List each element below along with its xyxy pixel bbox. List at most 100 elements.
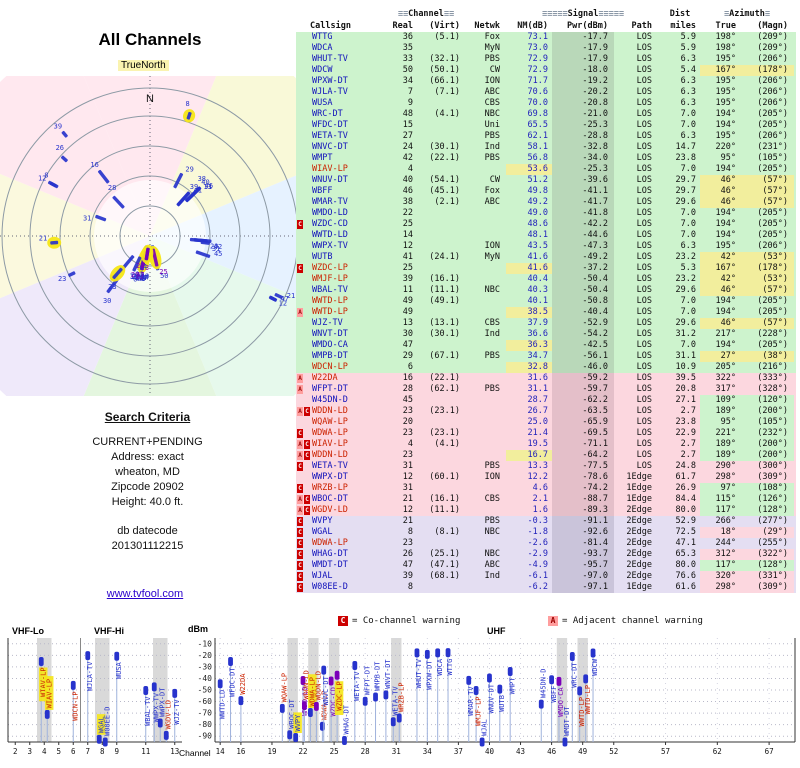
power-cell: -97.0 [552, 571, 614, 582]
azimuth-true-cell: 194° [700, 296, 740, 307]
table-row: C WMDT-DT 47 (47.1) ABC -4.9 -95.7 2Edge… [296, 560, 796, 571]
azimuth-magnetic-cell: (216°) [740, 362, 794, 373]
azimuth-true-cell: 194° [700, 109, 740, 120]
noise-margin-cell: 72.9 [527, 54, 548, 64]
svg-text:WWPX-DT: WWPX-DT [158, 687, 166, 717]
co-channel-warning-badge: C [297, 561, 303, 570]
table-row: WUSA 9 CBS 70.0 -20.8 LOS 6.3 195° (206°… [296, 98, 796, 109]
station-label: WWPX-DT [158, 687, 166, 717]
svg-text:WMPB-DT: WMPB-DT [374, 661, 382, 691]
distance-cell: 61.6 [675, 582, 696, 592]
table-column-header-row: Callsign Real (Virt) Netwk NM(dB) Pwr(dB… [296, 20, 796, 32]
azimuth-true-cell: 189° [700, 406, 740, 417]
azimuth-true-cell: 194° [700, 307, 740, 318]
distance-cell: 27.1 [675, 395, 696, 405]
svg-text:WGDV-LD: WGDV-LD [164, 700, 172, 730]
station-label: WNVC-DT [322, 675, 330, 705]
azimuth-magnetic-cell: (205°) [740, 164, 794, 175]
network-cell [464, 505, 506, 516]
svg-text:W45DN-D: W45DN-D [539, 669, 547, 699]
distance-cell: 5.4 [680, 65, 696, 75]
distance-cell: 72.5 [675, 527, 696, 537]
warning-badges-cell: A [296, 307, 310, 318]
noise-margin-cell: 71.7 [527, 76, 548, 86]
distance-cell: 6.3 [680, 76, 696, 86]
distance-cell: 31.1 [675, 351, 696, 361]
warn-col-header [296, 20, 310, 32]
radar-mark-label: 40 [201, 178, 209, 186]
table-row: A WWTD-LP 49 38.5 -40.4 LOS 7.0 194° (20… [296, 307, 796, 318]
radar-mark-label: 23 [141, 264, 149, 272]
virtual-channel-cell: (30.1) [429, 142, 460, 152]
channel-tick-label: 14 [216, 747, 226, 756]
azimuth-true-cell: 194° [700, 120, 740, 131]
path-cell: 2Edge [626, 527, 652, 537]
azimuth-magnetic-cell: (53°) [740, 252, 794, 263]
station-label: WETA-TV [353, 671, 361, 701]
warning-band [577, 638, 588, 742]
station-signal-marker [352, 661, 358, 671]
station-label: WMJF-LP [474, 696, 482, 726]
network-cell: NBC [484, 549, 500, 559]
noise-margin-cell: 72.9 [527, 65, 548, 75]
real-channel-cell: 23 [402, 450, 413, 460]
power-cell: -20.8 [552, 98, 614, 109]
table-row: WMPB-DT 29 (67.1) PBS 34.7 -56.1 LOS 31.… [296, 351, 796, 362]
distance-cell: 65.3 [675, 549, 696, 559]
callsign-cell: WHUT-TV [312, 54, 348, 64]
noise-margin-cell: 58.1 [527, 142, 548, 152]
radar-mark [269, 295, 277, 302]
azimuth-magnetic-cell: (232°) [740, 428, 794, 439]
distance-cell: 29.6 [675, 197, 696, 207]
path-cell: LOS [636, 54, 652, 64]
virtual-channel-cell: (67.1) [429, 351, 460, 361]
radar-mark-label: 12 [38, 175, 46, 183]
virtual-channel-cell: (11.1) [429, 505, 460, 515]
real-channel-cell: 42 [402, 153, 413, 163]
path-cell: LOS [636, 76, 652, 86]
station-signal-marker [228, 656, 233, 666]
table-row: C WDWA-LP 23 -2.6 -81.4 2Edge 47.1 244° … [296, 538, 796, 549]
station-label: WGAL [96, 714, 106, 735]
real-channel-cell: 49 [402, 307, 413, 317]
path-cell: LOS [636, 153, 652, 163]
channel-tick-label: 52 [609, 747, 618, 756]
azimuth-true-cell: 195° [700, 87, 740, 98]
power-cell: -47.3 [552, 241, 614, 252]
station-label: WDWA-LP [308, 674, 317, 709]
dist-group-header: Dist [669, 9, 691, 19]
nm-col-header: NM(dB) [517, 21, 548, 31]
noise-margin-cell: 65.5 [527, 120, 548, 130]
radar-mark [60, 155, 68, 163]
distance-cell: 7.0 [680, 296, 696, 306]
station-label: WPXW-DT [426, 660, 434, 690]
station-signal-marker [44, 709, 50, 719]
table-row: WBFF 46 (45.1) Fox 49.8 -41.1 LOS 29.7 4… [296, 186, 796, 197]
station-signal-marker [279, 703, 285, 713]
virtual-channel-cell [416, 230, 464, 241]
table-row: WJLA-TV 7 (7.1) ABC 70.6 -20.2 LOS 6.3 1… [296, 87, 796, 98]
distance-cell: 23.8 [675, 417, 696, 427]
radar-mark [61, 130, 68, 138]
station-label: WBFF [550, 686, 558, 703]
callsign-cell: WBOC-DT [312, 494, 348, 504]
virtual-channel-cell [416, 241, 464, 252]
warning-badges-cell [296, 340, 310, 351]
distance-cell: 6.3 [680, 54, 696, 64]
azimuth-true-cell: 46° [700, 186, 740, 197]
virtual-channel-cell: (23.1) [429, 428, 460, 438]
tvfool-link[interactable]: www.tvfool.com [106, 588, 184, 600]
station-signal-marker [96, 734, 102, 744]
callsign-cell: WNVC-DT [312, 142, 348, 152]
power-cell: -50.4 [552, 285, 614, 296]
callsign-cell: WMDO-CA [312, 340, 348, 350]
noise-margin-cell: 13.3 [527, 461, 548, 471]
table-row: WHUT-TV 33 (32.1) PBS 72.9 -17.9 LOS 6.3… [296, 54, 796, 65]
radar-mark [47, 236, 62, 249]
radar-mark-label: 46 [205, 182, 213, 190]
noise-margin-cell: 73.0 [527, 43, 548, 53]
station-label: WHUT-TV [415, 658, 423, 688]
radar-mark-label: 35 [132, 273, 140, 281]
